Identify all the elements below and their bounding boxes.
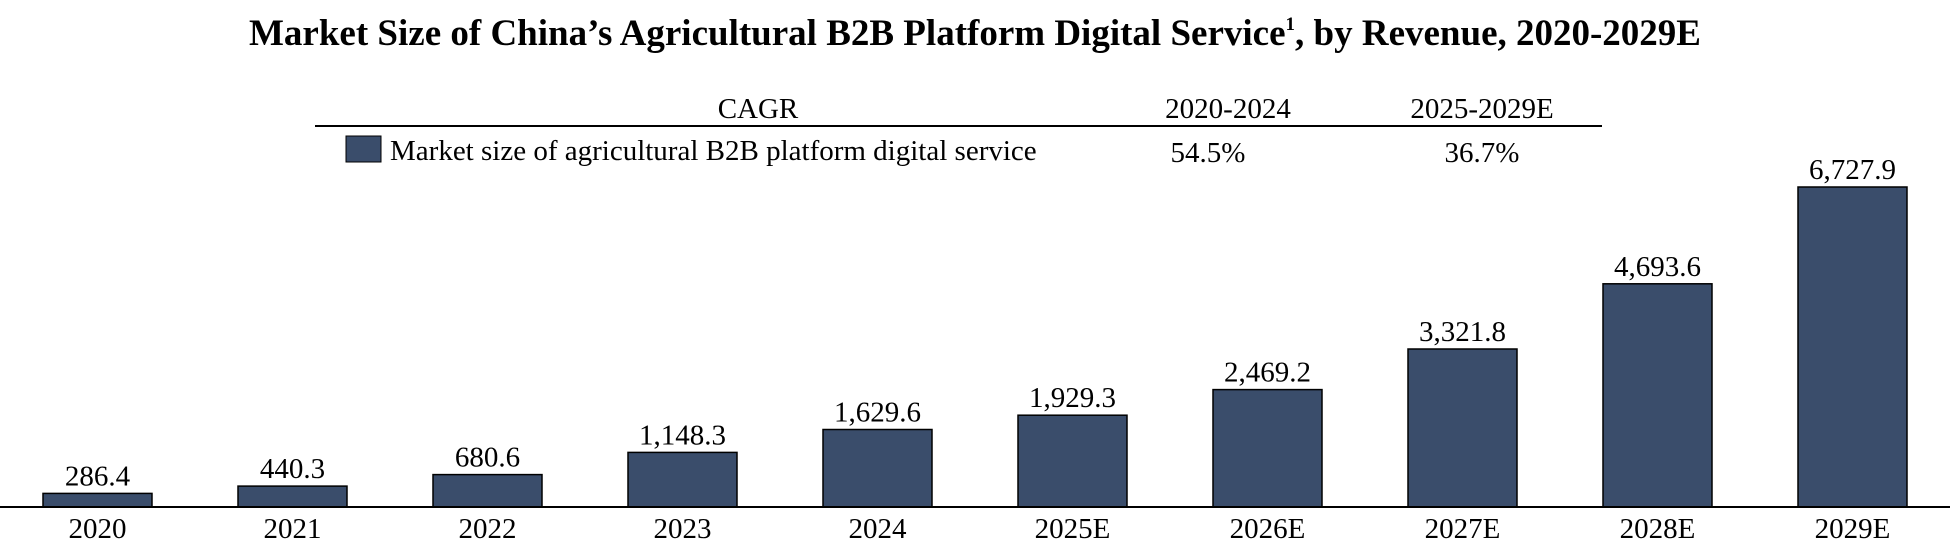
value-labels-group: 286.4 440.3 680.6 1,148.3 1,629.6 1,929.3 2,46…	[65, 154, 1896, 492]
bar-2020	[42, 492, 153, 508]
x-tick-label-2029e: 2029E	[1815, 513, 1891, 545]
bar-2025e	[1017, 414, 1128, 508]
x-tick-labels-group: 2020 2021 2022 2023 2024 2025E 2026E 2027E 2028E…	[69, 513, 1891, 545]
x-tick-label-2025e: 2025E	[1035, 513, 1111, 545]
value-label-2026e: 2,469.2	[1224, 357, 1311, 389]
value-label-2021: 440.3	[260, 453, 325, 485]
legend-swatch	[345, 135, 382, 163]
value-label-2020: 286.4	[65, 460, 131, 492]
chart-title-text: Market Size of China’s Agricultural B2B …	[249, 13, 1286, 54]
bar-2027e	[1407, 348, 1518, 508]
x-tick-label-2023: 2023	[654, 513, 712, 545]
bar-2021	[237, 485, 348, 508]
x-tick-label-2024: 2024	[849, 513, 908, 545]
cagr-value-2025-2029e: 36.7%	[1445, 137, 1520, 169]
x-tick-label-2027e: 2027E	[1425, 513, 1501, 545]
cagr-header: CAGR	[718, 93, 799, 125]
value-label-2022: 680.6	[455, 442, 520, 474]
bar-2022	[432, 473, 543, 508]
x-tick-label-2020: 2020	[69, 513, 127, 545]
x-tick-label-2026e: 2026E	[1230, 513, 1306, 545]
chart-title-suffix: , by Revenue, 2020-2029E	[1295, 13, 1701, 54]
bar-2029e	[1797, 186, 1908, 508]
legend-label: Market size of agricultural B2B platform…	[390, 135, 1037, 167]
bars-group	[42, 186, 1908, 508]
chart-title-footnote: 1	[1285, 14, 1296, 35]
value-label-2024: 1,629.6	[834, 397, 921, 429]
cagr-period-header-2025-2029e: 2025-2029E	[1410, 93, 1553, 125]
value-label-2023: 1,148.3	[639, 419, 726, 451]
x-tick-label-2028e: 2028E	[1620, 513, 1696, 545]
bar-2024	[822, 428, 933, 508]
value-label-2025e: 1,929.3	[1029, 382, 1116, 414]
value-label-2029e: 6,727.9	[1809, 154, 1896, 186]
bar-2026e	[1212, 388, 1323, 508]
x-tick-label-2022: 2022	[459, 513, 517, 545]
value-label-2028e: 4,693.6	[1614, 251, 1701, 283]
bar-2023	[627, 451, 738, 508]
cagr-table: CAGR 2020-2024 2025-2029E Market size of…	[315, 93, 1602, 169]
cagr-value-2020-2024: 54.5%	[1171, 137, 1246, 169]
value-label-2027e: 3,321.8	[1419, 316, 1506, 348]
cagr-period-header-2020-2024: 2020-2024	[1165, 93, 1291, 125]
chart-title: Market Size of China’s Agricultural B2B …	[0, 10, 1950, 58]
bar-2028e	[1602, 283, 1713, 508]
x-tick-label-2021: 2021	[264, 513, 322, 545]
